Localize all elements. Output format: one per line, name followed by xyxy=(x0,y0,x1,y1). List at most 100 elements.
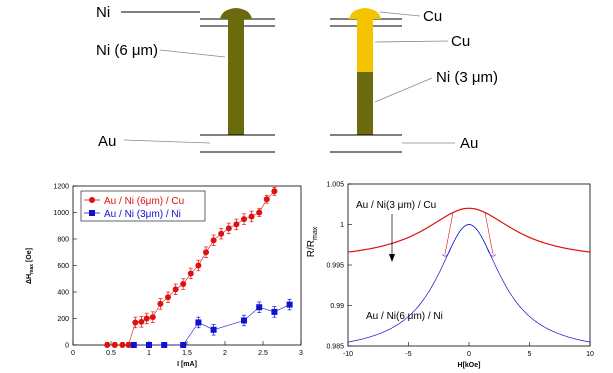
chart1-point-blue xyxy=(161,342,168,348)
chart2-y-axis-label: R/Rmax xyxy=(306,226,319,257)
right-cu-pillar xyxy=(357,14,373,72)
chart1-y-tick-label: 800 xyxy=(57,237,69,244)
chart2-x-tick-label: -10 xyxy=(343,351,353,358)
right-lower-label: Ni (3 μm) xyxy=(436,69,498,86)
chart1-point-red xyxy=(233,221,240,228)
chart2-y-axis-label-sub: max xyxy=(312,226,319,240)
chart1-point-red xyxy=(180,281,187,288)
chart2-ticks: -10 -5 0 5 10 0.985 0.99 0.995 1 1.005 xyxy=(326,182,594,359)
chart1-point-red xyxy=(241,216,247,223)
right-top-label: Cu xyxy=(423,8,442,25)
chart1-series xyxy=(104,186,293,348)
chart1-point-blue xyxy=(256,304,263,311)
chart1-x-tick-label: 3 xyxy=(299,350,303,357)
chart1-point-red xyxy=(271,188,278,195)
chart1-point-blue xyxy=(146,342,152,348)
chart1-point-red xyxy=(203,249,209,256)
chart1-point-red xyxy=(149,314,156,321)
chart1-ticks: 0 0.5 1 1.5 2 2.5 3 0 200 400 600 800 1000 1200 xyxy=(53,184,303,358)
chart1-y-tick-label: 1200 xyxy=(53,184,69,191)
chart1-point-red xyxy=(119,342,126,348)
chart1-point-red xyxy=(248,213,255,220)
chart1-point-blue xyxy=(241,317,247,324)
chart1-point-red xyxy=(132,319,139,326)
chart1-y-tick-label: 400 xyxy=(57,290,69,297)
chart2-annotation-red: Au / Ni(3 μm) / Cu xyxy=(356,200,436,211)
chart1-x-tick-label: 0 xyxy=(71,350,75,357)
chart1-legend-box xyxy=(80,190,206,222)
chart1-point-red xyxy=(157,300,164,307)
chart1-x-tick-label: 0.5 xyxy=(106,350,116,357)
chart1-point-red xyxy=(218,230,225,237)
chart2-curve-red-reverse xyxy=(444,208,494,255)
chart1-point-red xyxy=(143,315,150,322)
chart1-point-red xyxy=(111,342,118,348)
chart2-y-tick-label: 0.995 xyxy=(326,263,344,270)
chart-resistance-vs-field: -10 -5 0 5 10 0.985 0.99 0.995 1 1.005 H[kOe] R/R… xyxy=(306,182,594,370)
schematic-left: Ni Ni (6 μm) Au xyxy=(96,4,275,153)
chart1-legend-red-label: Au / Ni (6μm) / Cu xyxy=(104,196,184,207)
chart2-curve-blue xyxy=(347,224,591,343)
chart2-y-tick-label: 0.99 xyxy=(330,303,344,310)
chart1-point-red xyxy=(210,237,217,244)
chart1-x-tick-label: 2 xyxy=(223,350,227,357)
chart1-y-tick-label: 600 xyxy=(57,263,69,270)
chart2-series xyxy=(347,207,591,343)
right-ni-pillar xyxy=(357,72,373,135)
chart1-point-red xyxy=(187,270,194,277)
chart1-x-tick-label: 1 xyxy=(147,350,151,357)
right-cu-cap xyxy=(349,8,381,19)
chart1-y-tick-label: 1000 xyxy=(53,210,69,217)
chart1-legend-blue-marker xyxy=(89,210,95,216)
chart2-annotation-red-arrowhead xyxy=(389,254,395,262)
chart1-x-tick-label: 1.5 xyxy=(182,350,192,357)
left-ni-cap xyxy=(220,8,252,19)
chart1-point-blue xyxy=(210,326,217,333)
chart1-series-blue-line xyxy=(133,304,290,346)
chart1-y-axis-label: ΔHmax [Oe] xyxy=(26,248,35,284)
right-lower-lead-line xyxy=(374,77,433,103)
chart1-legend-blue-label: Au / Ni (3μm) / Ni xyxy=(104,209,181,220)
right-middle-lead-line xyxy=(374,40,449,43)
right-bottom-label: Au xyxy=(460,135,478,152)
chart2-x-tick-label: 10 xyxy=(586,351,594,358)
chart1-point-red xyxy=(195,262,202,269)
chart2-annotation-blue: Au / Ni(6 μm) / Ni xyxy=(366,311,443,322)
chart2-y-axis-label-main: R/R xyxy=(306,240,317,257)
chart1-point-red xyxy=(263,196,270,203)
chart2-y-tick-label: 0.985 xyxy=(326,344,344,351)
chart1-y-axis-label-sub: max xyxy=(29,264,35,274)
chart1-legend-red-marker xyxy=(89,197,95,203)
chart2-curve-blue-reverse xyxy=(442,224,496,257)
left-bottom-label: Au xyxy=(98,133,116,150)
chart2-y-tick-label: 1.005 xyxy=(326,182,344,189)
chart1-point-red xyxy=(172,286,179,293)
chart1-point-red xyxy=(165,294,171,301)
schematic-right: Cu Cu Ni (3 μm) Au xyxy=(330,8,498,153)
left-middle-label: Ni (6 μm) xyxy=(96,42,158,59)
chart1-point-blue xyxy=(286,301,293,308)
chart1-y-tick-label: 0 xyxy=(65,343,69,350)
left-top-label: Ni xyxy=(96,4,110,21)
chart2-x-tick-label: -5 xyxy=(405,351,411,358)
chart1-x-axis-label: I [mA] xyxy=(177,361,197,368)
chart1-point-blue xyxy=(180,342,187,348)
chart-dhmax-vs-current: 0 0.5 1 1.5 2 2.5 3 0 200 400 600 800 1000 1200 I [mA… xyxy=(26,184,303,369)
chart1-y-axis-label-unit: [Oe] xyxy=(26,248,33,264)
chart1-point-red xyxy=(256,209,263,216)
chart1-point-red xyxy=(225,225,232,232)
chart1-y-axis-label-main: ΔH xyxy=(26,274,33,284)
left-bottom-lead-line xyxy=(123,139,211,144)
chart1-point-blue xyxy=(271,308,278,315)
right-top-lead-line xyxy=(379,11,421,17)
chart2-x-tick-label: 0 xyxy=(467,351,471,358)
chart2-x-axis-label: H[kOe] xyxy=(458,362,481,369)
chart1-x-tick-label: 2.5 xyxy=(258,350,268,357)
chart1-point-blue xyxy=(195,319,202,326)
chart2-x-tick-label: 5 xyxy=(528,351,532,358)
chart1-y-tick-label: 200 xyxy=(57,316,69,323)
chart2-y-tick-label: 1 xyxy=(340,222,344,229)
left-middle-lead-line xyxy=(159,49,226,58)
chart1-point-blue xyxy=(130,342,137,348)
left-ni-pillar xyxy=(228,14,244,135)
